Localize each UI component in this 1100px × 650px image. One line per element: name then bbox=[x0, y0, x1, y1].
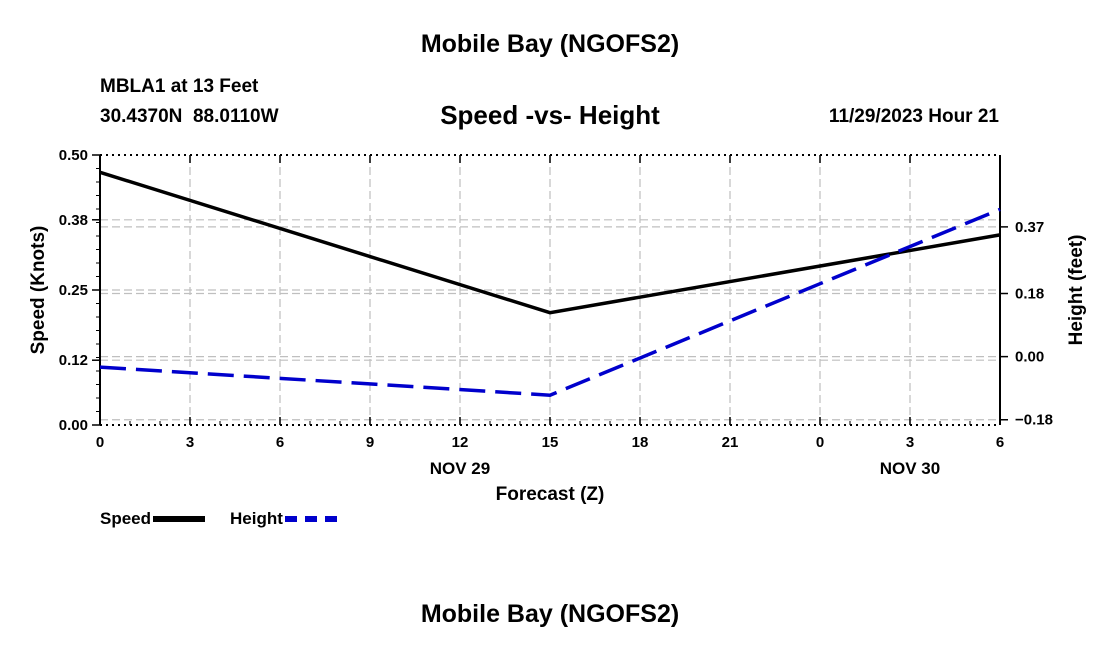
x-tick-label: 0 bbox=[96, 434, 104, 451]
x-tick-label: 6 bbox=[276, 434, 284, 451]
legend-speed: Speed bbox=[100, 509, 206, 529]
x-tick-label: 21 bbox=[722, 434, 739, 451]
legend-height: Height bbox=[230, 509, 337, 529]
legend-height-label: Height bbox=[230, 509, 283, 528]
x-tick-label: 18 bbox=[632, 434, 649, 451]
legend-speed-label: Speed bbox=[100, 509, 152, 528]
chart-main-title-repeat: Mobile Bay (NGOFS2) bbox=[420, 600, 680, 628]
x-tick-label: 6 bbox=[996, 434, 1004, 451]
x-tick-label: 15 bbox=[542, 434, 559, 451]
y2-axis-label: Height (feet) bbox=[1066, 235, 1087, 346]
forecast-time: 11/29/2023 Hour 21 bbox=[828, 106, 999, 127]
y-tick-label: 0.25 bbox=[59, 282, 88, 299]
chart-subtitle: Speed -vs- Height bbox=[440, 100, 660, 130]
y-tick-label: 0.50 bbox=[59, 147, 88, 164]
x-axis-label: Forecast (Z) bbox=[496, 484, 605, 505]
y-tick-label: 0.00 bbox=[59, 417, 88, 434]
station-coordinates: 30.4370N 88.0110W bbox=[100, 106, 279, 127]
x-tick-label: 3 bbox=[186, 434, 194, 451]
y2-tick-label: −0.18 bbox=[1015, 412, 1053, 429]
y-tick-label: 0.38 bbox=[59, 212, 88, 229]
x-tick-label: 3 bbox=[906, 434, 914, 451]
station-name: MBLA1 at 13 Feet bbox=[100, 76, 259, 97]
legend-speed-swatch bbox=[153, 516, 206, 522]
y-axis-label: Speed (Knots) bbox=[28, 226, 49, 355]
series-line-speed bbox=[99, 170, 1001, 315]
legend-height-swatch bbox=[284, 516, 337, 522]
y2-tick-label: 0.18 bbox=[1015, 286, 1044, 303]
x-tick-label: 0 bbox=[816, 434, 824, 451]
x-tick-label: 9 bbox=[366, 434, 374, 451]
y-tick-label: 0.12 bbox=[59, 352, 88, 369]
x-date-label: NOV 30 bbox=[880, 459, 940, 478]
chart-main-title: Mobile Bay (NGOFS2) bbox=[420, 30, 680, 58]
x-tick-label: 12 bbox=[452, 434, 469, 451]
x-date-label: NOV 29 bbox=[430, 459, 490, 478]
series-line-height bbox=[99, 207, 1001, 397]
y2-tick-label: 0.00 bbox=[1015, 349, 1044, 366]
y2-tick-label: 0.37 bbox=[1015, 219, 1044, 236]
